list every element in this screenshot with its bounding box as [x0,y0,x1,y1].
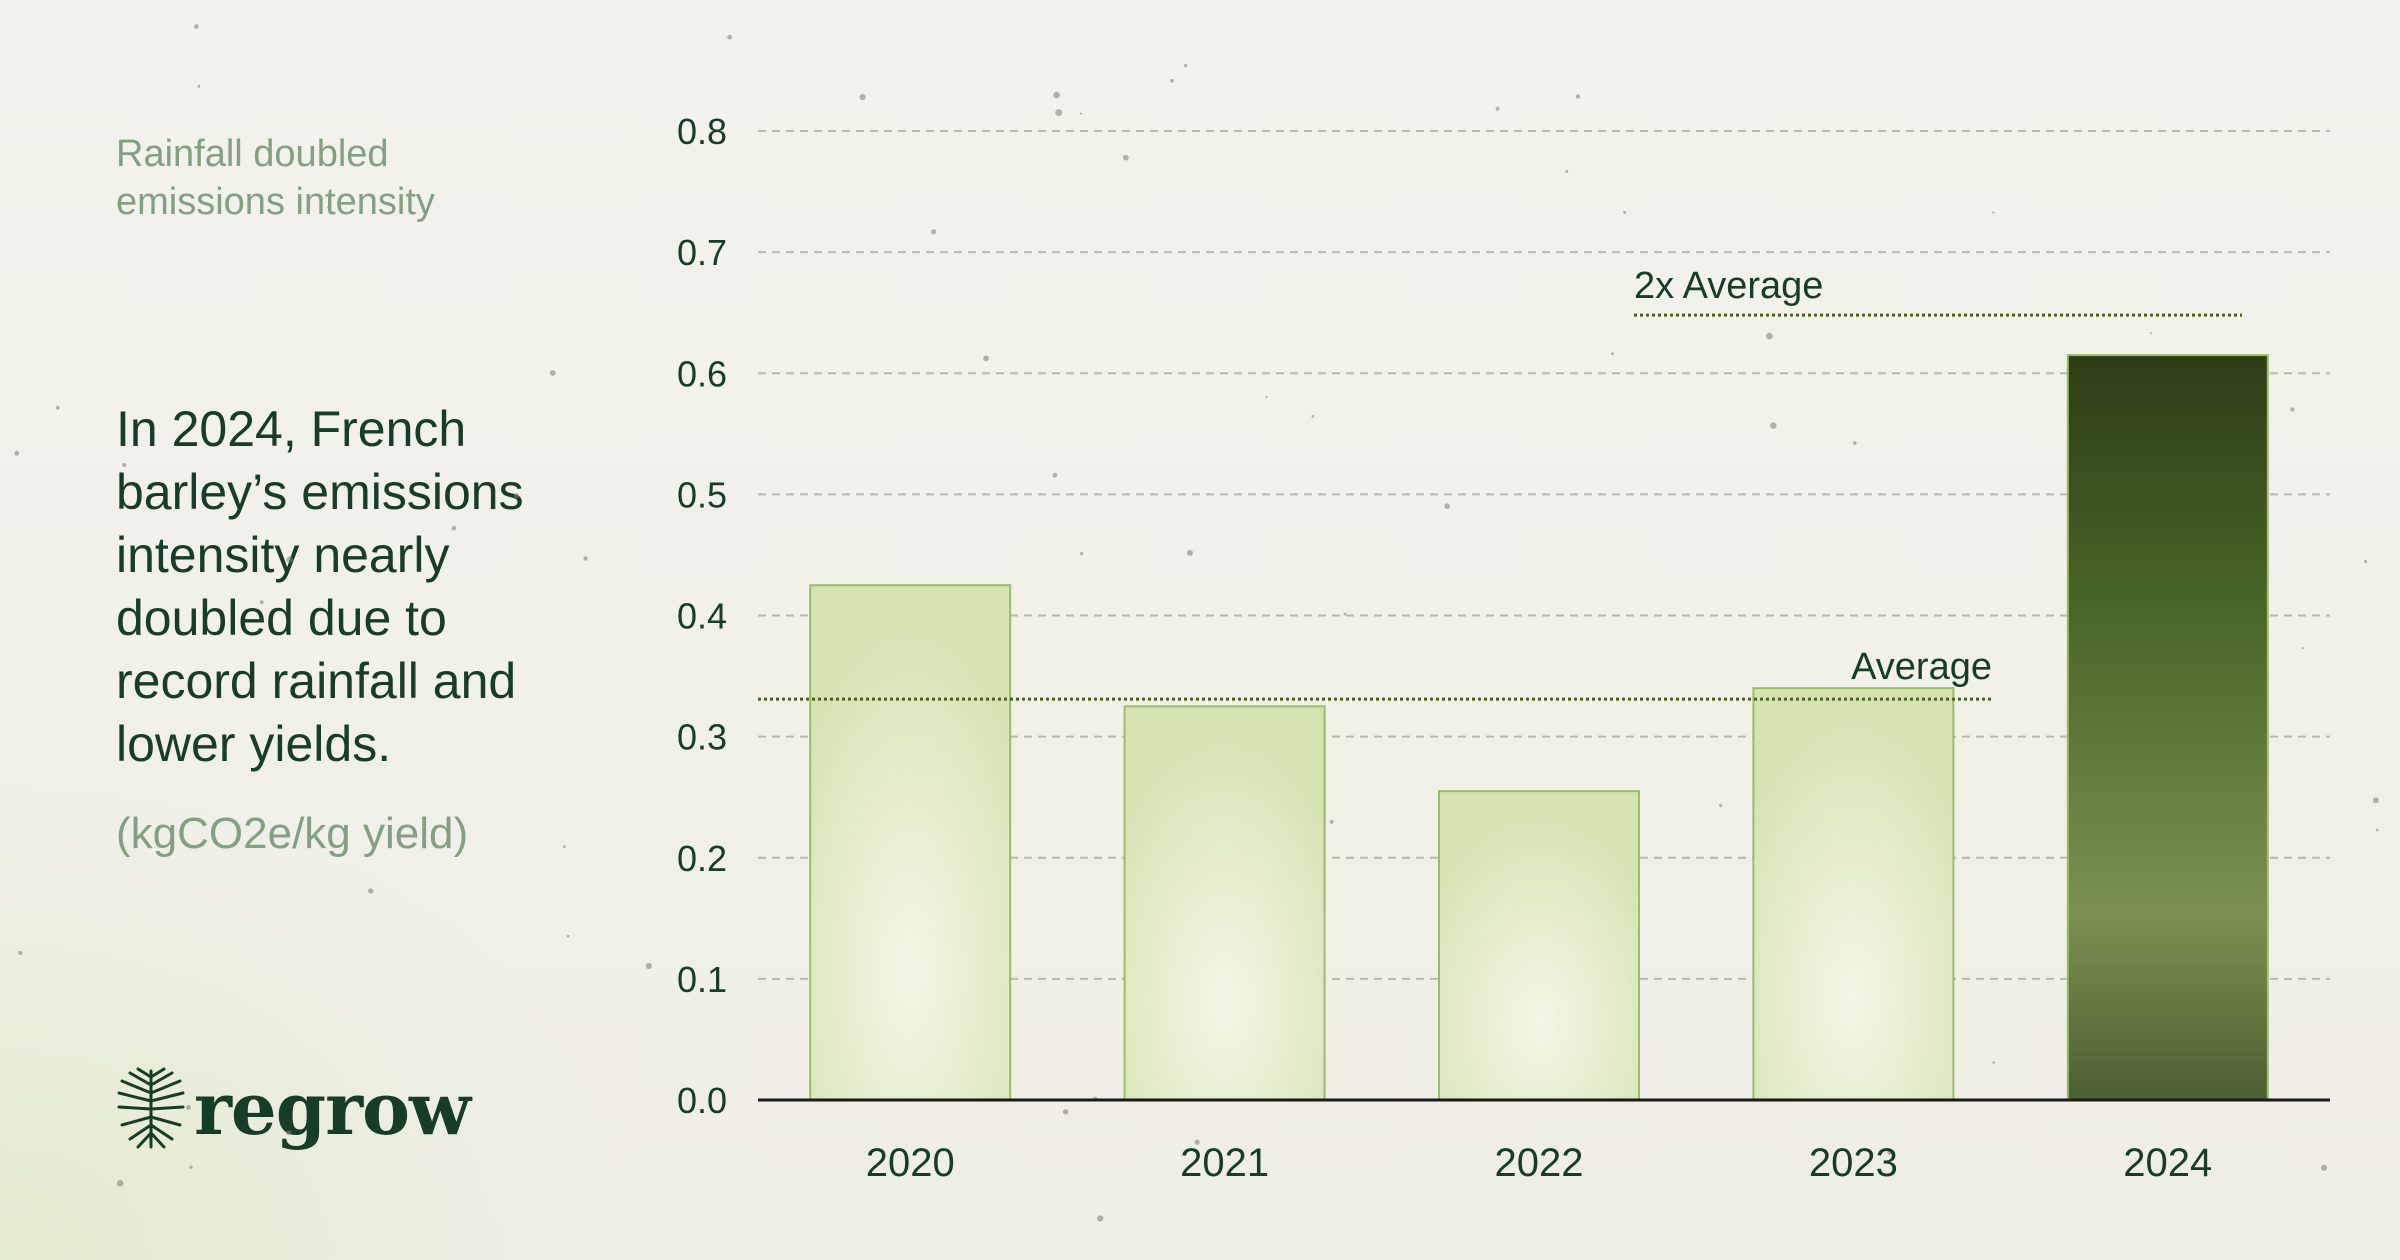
x-tick-label: 2021 [1180,1141,1269,1185]
x-tick-label: 2022 [1495,1141,1584,1185]
y-tick-label: 0.3 [677,717,727,758]
texture-speck [983,355,989,362]
texture-speck [2363,559,2368,564]
texture-speck [2372,797,2379,804]
texture-speck [1444,503,1450,510]
texture-speck [583,556,588,561]
texture-speck [1055,109,1063,117]
texture-speck [1623,210,1627,214]
bar-2021 [1123,705,1326,1101]
texture-speck [1329,820,1334,824]
texture-speck [727,34,733,40]
units-label: (kgCO2e/kg yield) [116,809,469,858]
y-tick-label: 0.1 [677,959,727,1000]
texture-speck [645,962,652,970]
texture-speck [286,556,294,563]
bar-2024 [2066,354,2269,1101]
texture-speck [1853,441,1857,445]
texture-speck [566,934,570,938]
y-tick-label: 0.7 [677,232,727,273]
texture-speck [1343,612,1347,616]
texture-speck [1052,473,1058,478]
texture-speck [2290,407,2295,412]
bars [809,354,2269,1101]
texture-speck [549,370,556,376]
texture-speck [451,525,457,531]
x-tick-label: 2024 [2123,1141,2212,1185]
y-tick-label: 0.8 [677,111,727,152]
texture-speck [1053,91,1060,99]
texture-speck [1079,112,1082,115]
texture-speck [1194,1139,1200,1145]
texture-speck [1265,395,1268,398]
texture-speck [513,493,520,499]
texture-speck [2321,1164,2328,1171]
texture-speck [1311,414,1315,418]
y-tick-label: 0.0 [677,1080,727,1121]
y-axis: 0.0 0.1 0.2 0.3 0.4 0.5 0.6 0.7 0.8 [677,111,727,1121]
texture-speck [116,1180,124,1187]
texture-speck [1992,1061,1996,1064]
texture-speck [1887,1150,1892,1155]
y-tick-label: 0.2 [677,838,727,879]
texture-speck [368,888,374,894]
y-tick-label: 0.5 [677,474,727,515]
texture-speck [1062,1109,1069,1115]
texture-speck [186,1105,191,1110]
texture-speck [1992,211,1995,214]
texture-speck [327,206,329,209]
texture-speck [1719,803,1723,808]
texture-speck [1080,551,1084,556]
texture-speck [1766,332,1773,340]
texture-speck [1611,352,1614,356]
texture-speck [859,94,866,101]
brand-logo: regrow [116,1064,471,1154]
texture-speck [197,84,201,88]
texture-speck [1097,1215,1104,1222]
brand-name: regrow [194,1066,471,1151]
reference-lines: Average 2x Average [758,265,2242,701]
texture-speck [55,405,60,410]
texture-speck [2375,828,2379,832]
texture-speck [1122,154,1129,161]
texture-speck [286,1130,292,1136]
tree-icon [117,1067,185,1149]
texture-speck [14,450,20,456]
texture-speck [1770,422,1777,429]
texture-speck [1170,78,1174,83]
texture-speck [931,229,937,235]
kicker-text: Rainfall doubled emissions intensity [116,133,435,223]
texture-speck [2149,332,2153,335]
texture-speck [18,950,23,956]
headline: In 2024, French barley’s emissions inten… [116,401,524,772]
texture-speck [194,24,199,29]
bar-2020 [809,584,1012,1101]
x-tick-label: 2023 [1809,1141,1898,1185]
y-tick-label: 0.6 [677,353,727,394]
average-label: Average [1851,646,1992,688]
x-tick-label: 2020 [866,1141,955,1185]
texture-speck [1186,549,1193,556]
texture-speck [1565,169,1569,173]
texture-speck [122,462,127,468]
texture-speck [1575,94,1581,99]
double-average-label: 2x Average [1634,265,1823,307]
bar-2022 [1438,790,1640,1101]
texture-speck [189,1165,193,1169]
texture-speck [1495,106,1500,111]
bar-2023 [1752,687,1955,1101]
x-axis: 2020 2021 2022 2023 2024 [758,1098,2330,1185]
texture-speck [562,845,566,849]
texture-speck [1183,63,1188,68]
texture-speck [259,600,264,605]
texture-speck [2301,647,2304,650]
y-tick-label: 0.4 [677,596,727,637]
